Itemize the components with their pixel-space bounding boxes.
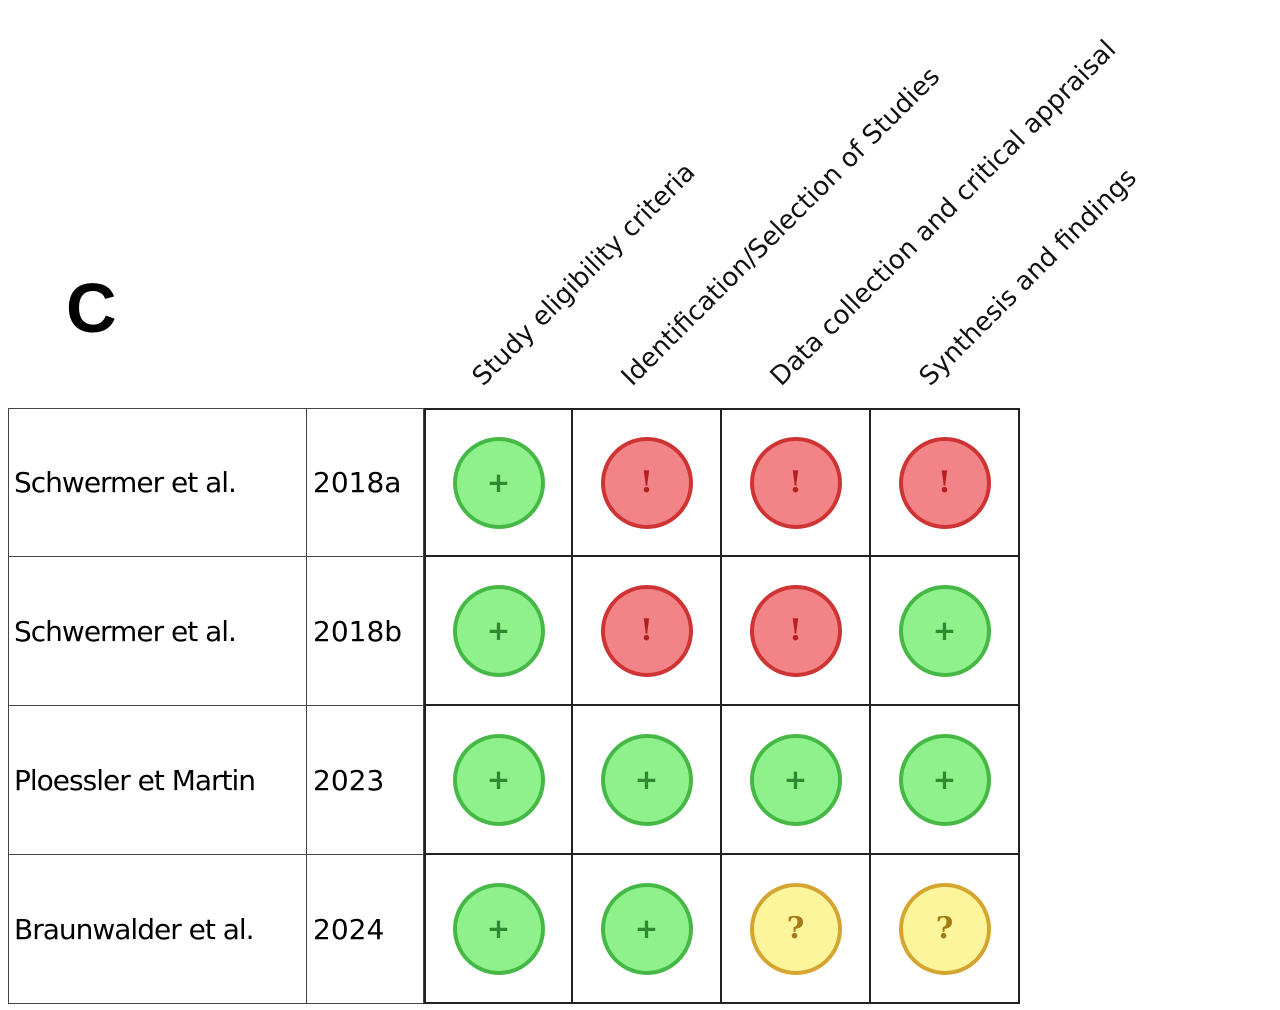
low-risk-icon: + — [452, 733, 545, 826]
table-row: Schwermer et al. 2018b +!! + — [8, 557, 1020, 706]
low-risk-icon: + — [749, 733, 842, 826]
table-row: Ploessler et Martin 2023 + + + + — [8, 706, 1020, 855]
low-risk-icon: + — [452, 584, 545, 677]
panel-label: C — [66, 269, 117, 347]
judgement-cell: + — [871, 557, 1020, 706]
judgement-cell: ! — [722, 557, 871, 706]
some-risk-icon: ? — [749, 882, 842, 975]
column-header-identification-selection: Identification/Selection of Studies — [615, 61, 947, 392]
low-risk-icon: + — [600, 733, 693, 826]
judgement-cell: + — [573, 706, 722, 855]
judgement-cell: ! — [573, 408, 722, 557]
high-risk-icon: ! — [749, 584, 842, 677]
judgement-cell: ? — [722, 855, 871, 1004]
high-risk-icon: ! — [749, 436, 842, 529]
study-year-cell: 2018a — [306, 408, 424, 557]
judgement-cell: + — [722, 706, 871, 855]
study-year-cell: 2024 — [306, 855, 424, 1004]
judgement-cell: + — [871, 706, 1020, 855]
judgement-cell: ! — [722, 408, 871, 557]
judgement-cell: ? — [871, 855, 1020, 1004]
high-risk-icon: ! — [600, 584, 693, 677]
low-risk-icon: + — [898, 584, 991, 677]
judgement-cell: + — [573, 855, 722, 1004]
table-row: Braunwalder et al. 2024 + +?? — [8, 855, 1020, 1004]
judgement-cell: + — [424, 706, 573, 855]
judgement-cell: ! — [871, 408, 1020, 557]
column-header-data-collection: Data collection and critical appraisal — [764, 34, 1123, 393]
low-risk-icon: + — [600, 882, 693, 975]
judgement-cell: + — [424, 408, 573, 557]
judgement-cell: ! — [573, 557, 722, 706]
low-risk-icon: + — [452, 882, 545, 975]
low-risk-icon: + — [898, 733, 991, 826]
study-name-cell: Schwermer et al. — [8, 557, 306, 706]
judgement-cell: + — [424, 557, 573, 706]
high-risk-icon: ! — [600, 436, 693, 529]
study-year-cell: 2018b — [306, 557, 424, 706]
study-name-cell: Braunwalder et al. — [8, 855, 306, 1004]
some-risk-icon: ? — [898, 882, 991, 975]
study-name-cell: Ploessler et Martin — [8, 706, 306, 855]
high-risk-icon: ! — [898, 436, 991, 529]
table-row: Schwermer et al. 2018a +!!! — [8, 408, 1020, 557]
study-name-cell: Schwermer et al. — [8, 408, 306, 557]
low-risk-icon: + — [452, 436, 545, 529]
judgement-cell: + — [424, 855, 573, 1004]
study-year-cell: 2023 — [306, 706, 424, 855]
